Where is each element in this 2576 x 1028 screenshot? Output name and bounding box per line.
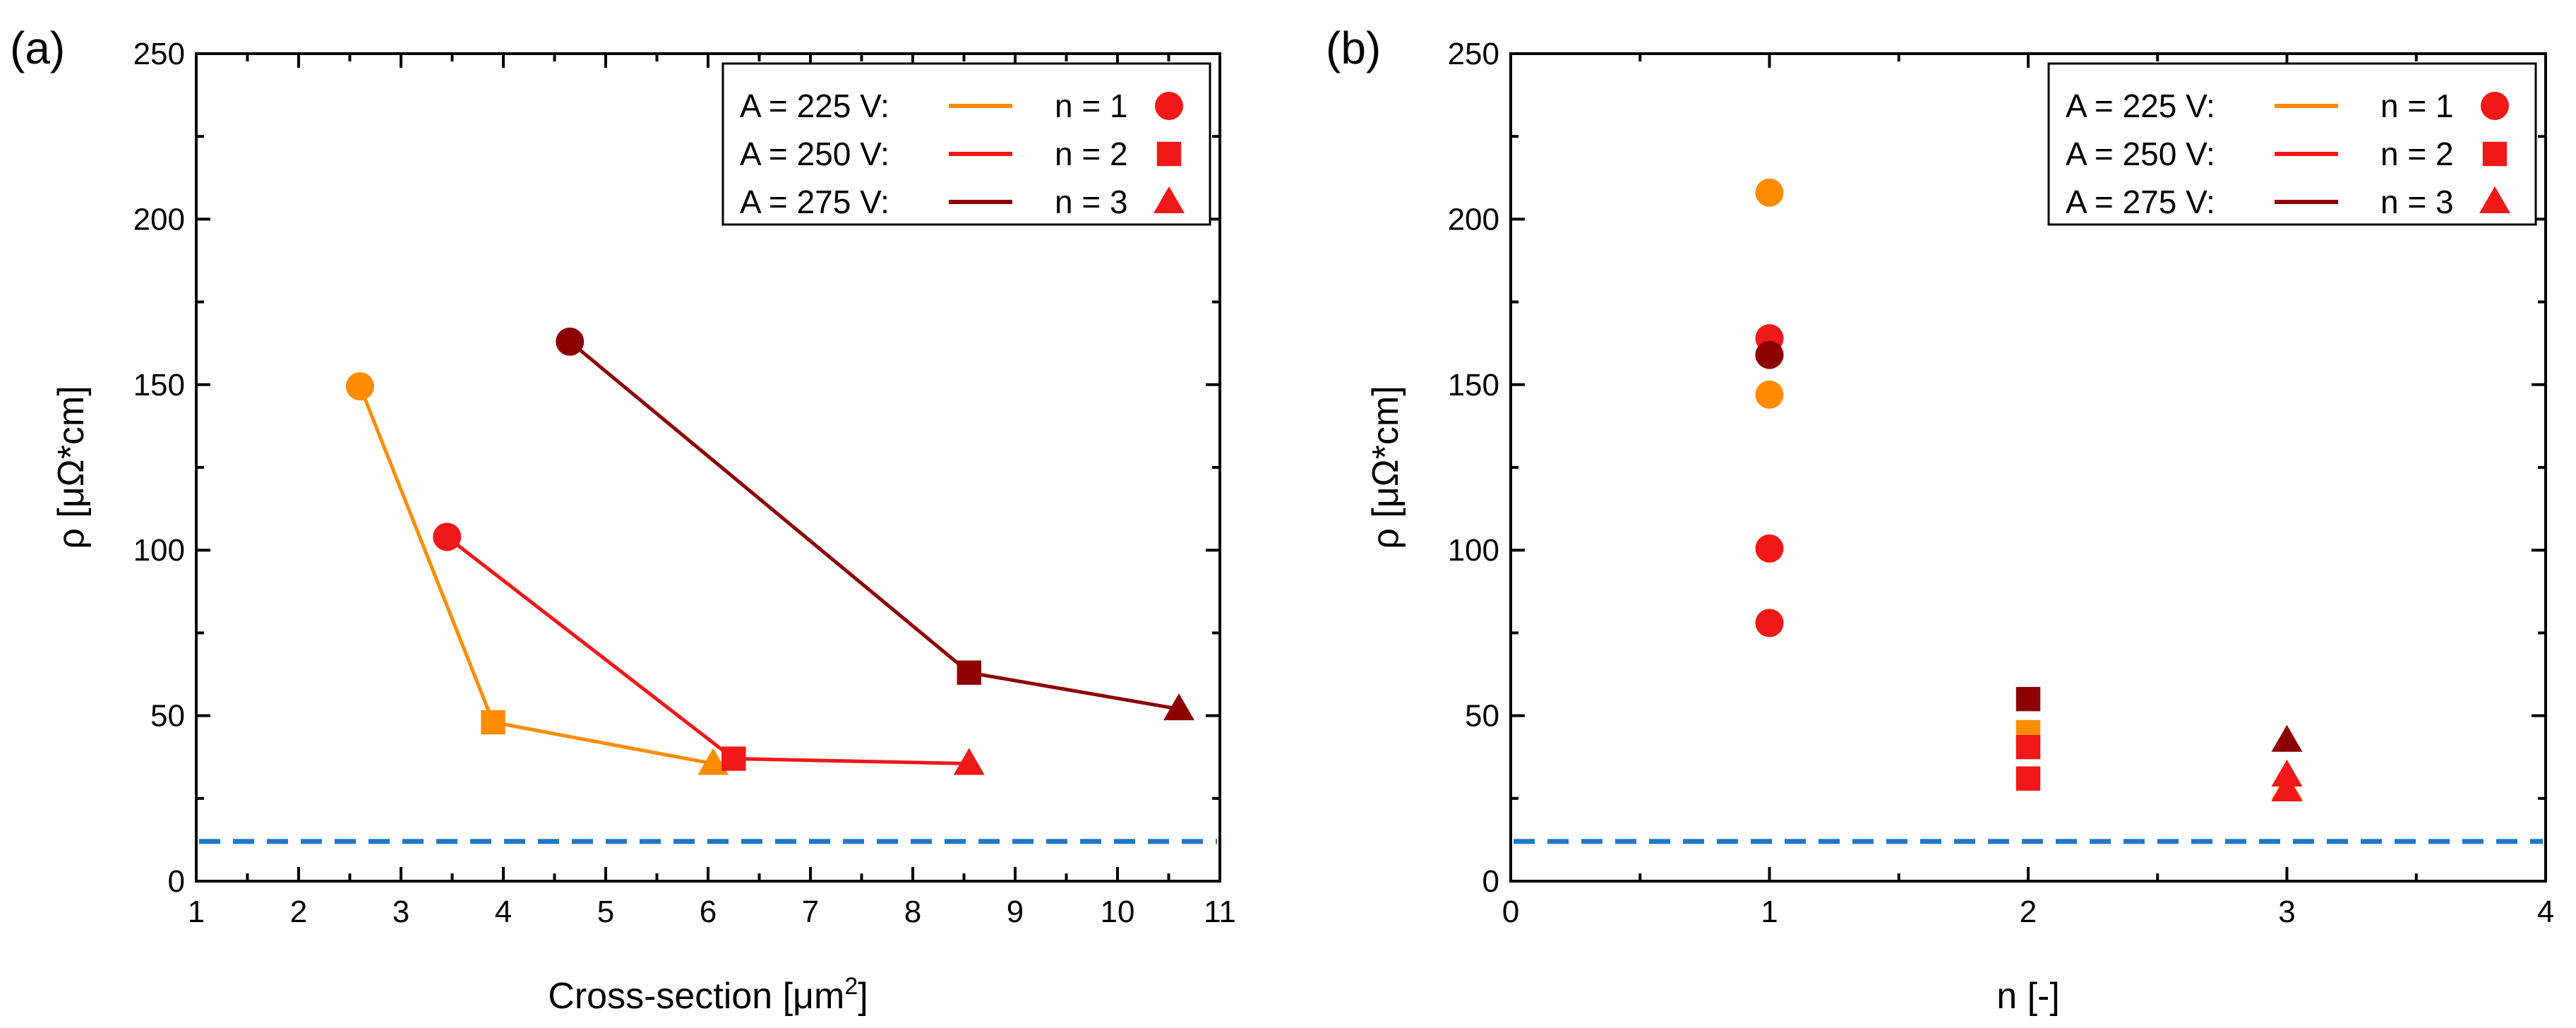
- x-tick-label: 2: [2020, 895, 2037, 929]
- data-point-triangle: [2271, 775, 2303, 802]
- legend-series-label: A = 250 V:: [2066, 136, 2215, 172]
- data-point-circle: [1755, 534, 1784, 563]
- data-point-circle: [1755, 609, 1784, 638]
- legend-n-label: n = 1: [2380, 88, 2454, 124]
- legend-n-label: n = 2: [2380, 136, 2454, 172]
- legend-n-label: n = 3: [1055, 184, 1128, 220]
- x-tick-label: 4: [2537, 895, 2554, 929]
- x-tick-label: 3: [2278, 895, 2295, 929]
- legend-series-label: A = 250 V:: [740, 136, 889, 172]
- legend-marker-circle: [2481, 92, 2509, 120]
- y-tick-label: 100: [133, 533, 185, 568]
- legend-series-label: A = 275 V:: [740, 184, 889, 220]
- x-tick-label: 5: [597, 895, 614, 929]
- legend-series-label: A = 225 V:: [2066, 88, 2215, 124]
- y-tick-label: 250: [133, 37, 185, 71]
- legend-marker-square: [2482, 141, 2508, 167]
- data-point-triangle: [2271, 759, 2303, 787]
- data-point-triangle: [1163, 693, 1194, 721]
- x-tick-label: 9: [1007, 895, 1024, 929]
- y-axis-label: ρ [μΩ*cm]: [1365, 386, 1406, 549]
- x-tick-label: 4: [495, 895, 512, 929]
- x-tick-label: 1: [1761, 895, 1778, 929]
- data-point-circle: [1755, 340, 1784, 369]
- y-tick-label: 150: [133, 368, 185, 402]
- data-point-triangle: [953, 748, 985, 775]
- x-axis-label-suffix: ]: [858, 976, 868, 1017]
- data-point-circle: [433, 522, 462, 551]
- y-axis-label: ρ [μΩ*cm]: [51, 386, 92, 549]
- x-tick-label: 7: [802, 895, 819, 929]
- data-point-triangle: [2271, 724, 2303, 752]
- data-point-circle: [1755, 380, 1784, 409]
- data-point-square: [481, 710, 505, 735]
- legend-marker-triangle: [2479, 186, 2510, 213]
- y-tick-label: 0: [168, 864, 185, 899]
- data-point-square: [957, 660, 981, 685]
- legend: A = 225 V: n = 1 A = 250 V: n = 2 A = 275 V:…: [721, 62, 1211, 226]
- x-tick-label: 11: [1204, 895, 1236, 929]
- legend-marker-circle: [1155, 92, 1183, 120]
- data-point-square: [2015, 766, 2041, 791]
- y-tick-label: 50: [1465, 699, 1499, 734]
- legend-marker-square: [1156, 141, 1182, 167]
- panel-b: (b) 0 1 2 3 4 0 50 100 150 200 250 n [-] ρ [μΩ*cm] A =…: [1326, 23, 2554, 1017]
- x-tick-label: 3: [393, 895, 409, 929]
- x-tick-label: 2: [290, 895, 307, 929]
- x-axis-label-superscript: 2: [844, 973, 858, 1000]
- data-point-circle: [1755, 178, 1784, 207]
- x-axis-label-text: Cross-section [μm: [548, 976, 844, 1017]
- legend-n-label: n = 1: [1055, 88, 1128, 124]
- x-tick-label: 1: [188, 895, 205, 929]
- y-tick-label: 250: [1448, 37, 1499, 71]
- legend: A = 225 V: n = 1 A = 250 V: n = 2 A = 275 V:…: [2047, 62, 2537, 226]
- y-tick-label: 50: [150, 699, 185, 734]
- x-tick-label: 10: [1101, 895, 1135, 929]
- data-point-triangle: [697, 748, 729, 775]
- legend-n-label: n = 3: [2380, 184, 2454, 220]
- data-point-square: [2015, 686, 2041, 712]
- x-axis-label: Cross-section [μm2]: [548, 973, 868, 1017]
- legend-n-label: n = 2: [1055, 136, 1128, 172]
- data-point-square: [721, 746, 746, 771]
- x-axis-label: n [-]: [1996, 976, 2060, 1017]
- y-tick-label: 200: [133, 202, 185, 237]
- legend-box: [2047, 62, 2537, 226]
- series-line-2: [568, 340, 1180, 711]
- y-tick-label: 200: [1448, 202, 1499, 237]
- data-point-circle: [556, 327, 585, 356]
- panel-a: (a) 1 2 3 4 5 6 7 8 9 10 11 0 50 100 150 200 250 Cross-sec…: [10, 23, 1236, 1017]
- x-tick-label: 8: [904, 895, 921, 929]
- panel-label: (b): [1326, 23, 1381, 73]
- y-tick-label: 0: [1482, 864, 1499, 899]
- series-line-0: [358, 386, 714, 766]
- y-tick-label: 150: [1448, 368, 1499, 402]
- panel-label: (a): [10, 23, 65, 73]
- y-tick-label: 100: [1448, 533, 1499, 568]
- x-tick-label: 0: [1502, 895, 1519, 929]
- data-point-square: [2015, 734, 2041, 760]
- legend-series-label: A = 225 V:: [740, 88, 889, 124]
- legend-series-label: A = 275 V:: [2066, 184, 2215, 220]
- x-tick-label: 6: [700, 895, 717, 929]
- data-point-circle: [346, 372, 374, 401]
- legend-marker-triangle: [1154, 186, 1185, 213]
- legend-box: [721, 62, 1211, 226]
